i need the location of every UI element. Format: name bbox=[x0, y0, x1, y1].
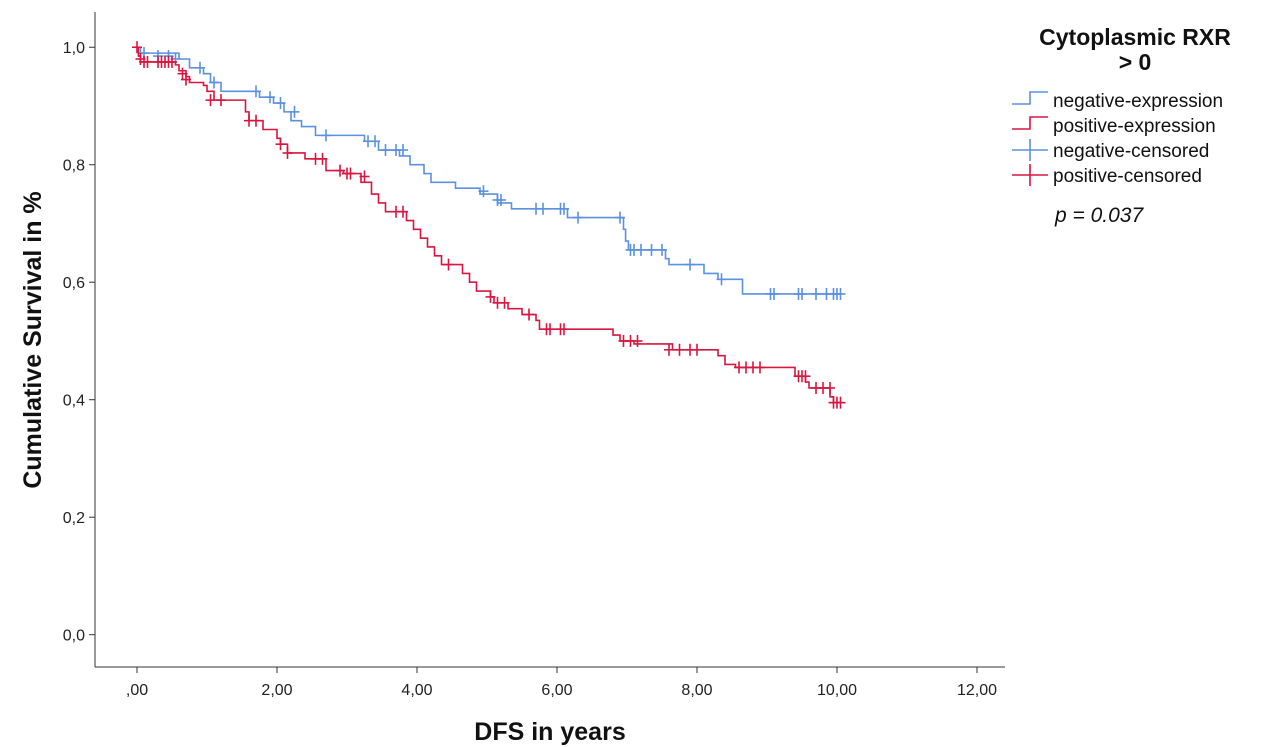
x-tick-label: 6,00 bbox=[541, 682, 572, 699]
negative-survival-line bbox=[137, 46, 841, 295]
legend-label: negative-expression bbox=[1053, 91, 1223, 112]
y-tick-label: 0,6 bbox=[63, 275, 85, 292]
x-tick-label: 2,00 bbox=[261, 682, 292, 699]
legend-title-line-2: > 0 bbox=[1119, 49, 1152, 75]
p-value-annotation: p = 0.037 bbox=[1054, 204, 1144, 227]
x-tick-label: 10,00 bbox=[817, 682, 857, 699]
legend-line-symbol bbox=[1012, 116, 1048, 130]
x-tick-label: 8,00 bbox=[681, 682, 712, 699]
plot-area: 0,0 0,2 0,4 0,6 0,8 1,0 ,00 2,00 4,00 6,00 8,00 10… bbox=[63, 12, 1005, 699]
legend-label: positive-expression bbox=[1053, 116, 1216, 137]
x-axis-title: DFS in years bbox=[474, 718, 625, 746]
y-tick-label: 0,4 bbox=[63, 393, 85, 410]
series-layer bbox=[132, 41, 846, 409]
y-tick-label: 1,0 bbox=[63, 40, 85, 57]
x-axis-ticks: ,00 2,00 4,00 6,00 8,00 10,00 12,00 bbox=[126, 667, 997, 699]
legend-label: positive-censored bbox=[1053, 166, 1202, 187]
x-tick-label: ,00 bbox=[126, 682, 148, 699]
legend: Cytoplasmic RXR > 0 negative-expression p… bbox=[1012, 24, 1231, 227]
y-tick-label: 0,2 bbox=[63, 510, 85, 527]
legend-label: negative-censored bbox=[1053, 141, 1209, 162]
x-tick-label: 12,00 bbox=[957, 682, 997, 699]
legend-entries: negative-expression positive-expression ne… bbox=[1012, 91, 1223, 187]
y-tick-label: 0,0 bbox=[63, 628, 85, 645]
legend-title-line-1: Cytoplasmic RXR bbox=[1039, 24, 1231, 50]
y-axis-ticks: 0,0 0,2 0,4 0,6 0,8 1,0 bbox=[63, 40, 95, 645]
x-tick-label: 4,00 bbox=[401, 682, 432, 699]
legend-line-symbol bbox=[1012, 91, 1048, 105]
positive-survival-line bbox=[137, 46, 841, 404]
y-axis-title: Cumulative Survival in % bbox=[19, 191, 47, 488]
y-tick-label: 0,8 bbox=[63, 158, 85, 175]
